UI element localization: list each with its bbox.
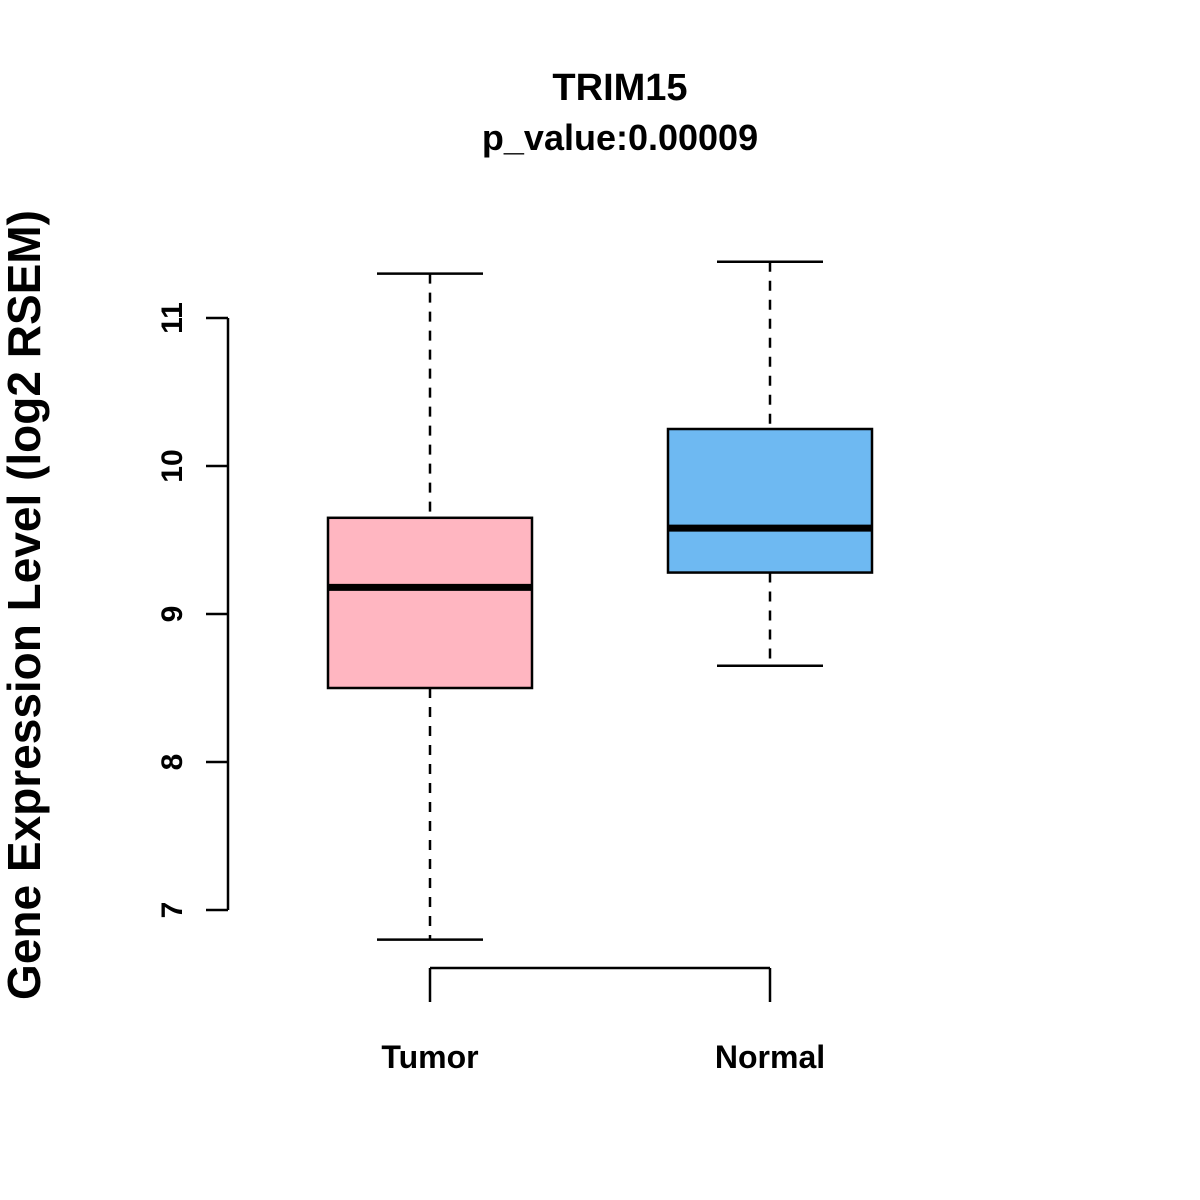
y-tick-label: 11 — [156, 302, 189, 334]
boxplot-normal — [666, 260, 874, 668]
boxplot-tumor — [326, 272, 534, 941]
iqr-box — [666, 427, 874, 574]
y-tick-label: 8 — [156, 754, 189, 771]
y-axis: 7 8 9 10 11 — [156, 302, 230, 919]
chart-title: TRIM15 — [552, 67, 687, 109]
x-tick-label-tumor: Tumor — [381, 1039, 478, 1075]
boxplot-groups — [326, 260, 874, 941]
iqr-box — [326, 516, 534, 690]
y-tick-label: 9 — [156, 606, 189, 623]
x-axis — [428, 966, 772, 1002]
y-axis-title: Gene Expression Level (log2 RSEM) — [0, 210, 50, 1000]
x-tick-label-normal: Normal — [715, 1039, 825, 1075]
chart-subtitle: p_value:0.00009 — [482, 117, 758, 158]
y-tick-label: 10 — [156, 449, 189, 482]
y-tick-label: 7 — [156, 902, 189, 919]
